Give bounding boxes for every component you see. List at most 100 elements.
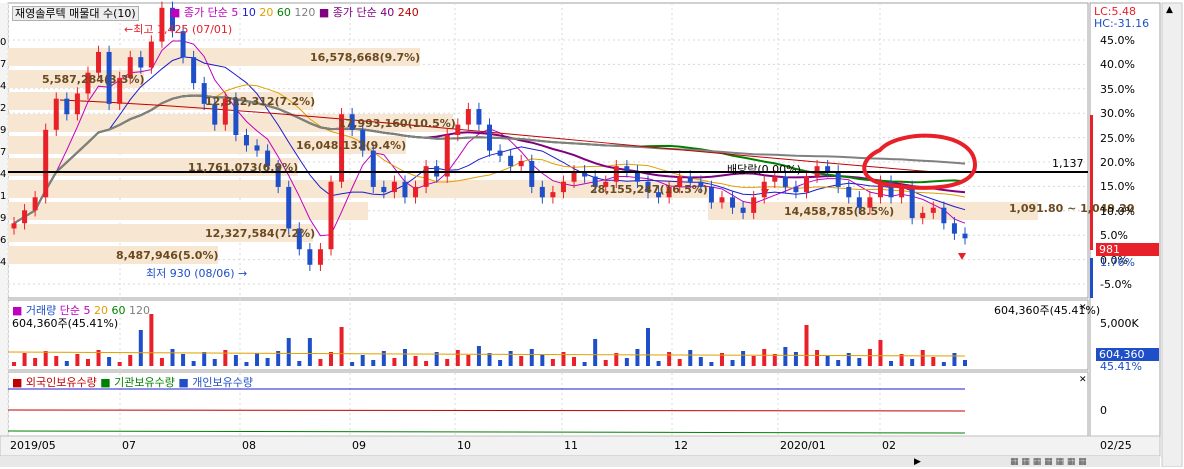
candle-body <box>793 186 799 193</box>
right-axis-tick: 45.0% <box>1100 34 1135 47</box>
volume-bar <box>561 352 566 366</box>
candle-body <box>677 176 683 187</box>
low-label: 최저 930 (08/06) → <box>146 267 248 280</box>
volume-bar <box>614 353 619 366</box>
volume-bar <box>941 362 946 366</box>
candle-body <box>191 57 197 84</box>
volume-bar <box>170 349 175 366</box>
scrollbar-area[interactable] <box>0 456 1160 467</box>
right-axis-tick: 5.0% <box>1100 229 1128 243</box>
volume-bar <box>138 330 143 366</box>
candle-body <box>666 186 672 198</box>
candle-body <box>296 228 302 250</box>
candle-body <box>582 171 588 177</box>
left-axis-tick: 9 <box>0 125 7 136</box>
volume-bar <box>688 350 693 366</box>
volume-profile-bar <box>8 246 218 264</box>
candle-body <box>941 207 947 224</box>
candle-body <box>782 176 788 187</box>
left-axis-tick: 9 <box>0 213 7 224</box>
volume-profile-label: 14,458,785(8.5%) <box>784 205 895 218</box>
left-axis-tick: 7 <box>0 59 7 70</box>
candle-body <box>254 145 260 151</box>
candle-body <box>74 93 80 115</box>
range-label: 1,091.80 ~ 1,049.20 <box>1009 202 1135 215</box>
volume-bar <box>793 352 798 366</box>
high-label: ←최고 1,425 (07/01) <box>124 23 233 36</box>
volume-bar <box>815 350 820 366</box>
zoom-controls[interactable]: ▦ ▦ ▦ ▦ ▦ ▦ ▦ <box>1010 457 1087 467</box>
candle-body <box>825 166 831 172</box>
volume-bar <box>931 357 936 366</box>
candle-body <box>317 249 323 265</box>
right-axis-tick: 0.0% <box>1100 253 1128 267</box>
high-arrow-icon: ← <box>124 23 134 36</box>
holdings-close-icon[interactable]: ✕ <box>1079 375 1087 385</box>
volume-bar <box>286 338 291 366</box>
holdings-panel <box>7 371 1089 437</box>
candle-body <box>32 197 38 211</box>
volume-bar <box>392 358 397 366</box>
ma-legend: ■ 종가 단순 5 10 20 60 120 ■ 종가 단순 40 240 <box>170 6 419 19</box>
volume-close-icon[interactable]: ✕ <box>1079 303 1087 313</box>
scroll-right-icon[interactable]: ▶ <box>914 457 921 467</box>
candle-body <box>888 181 894 198</box>
low-arrow-icon: → <box>234 267 248 280</box>
candle-body <box>698 181 704 187</box>
volume-bar <box>96 350 101 366</box>
candle-body <box>402 181 408 198</box>
volume-bar <box>202 352 207 366</box>
lc-label: LC:5.48 <box>1094 5 1137 18</box>
volume-bar <box>730 360 735 366</box>
candle-body <box>624 166 630 172</box>
candle-body <box>138 57 144 68</box>
volume-bar <box>276 351 281 366</box>
candle-body <box>455 124 461 136</box>
candle-body <box>265 150 271 167</box>
right-axis-tick: 40.0% <box>1100 58 1135 72</box>
volume-bar <box>667 352 672 366</box>
scroll-up-icon[interactable]: ▲ <box>1166 5 1173 15</box>
volume-bar <box>751 356 756 366</box>
candle-body <box>465 109 471 125</box>
left-axis-tick: 7 <box>0 147 7 158</box>
candle-body <box>592 176 598 187</box>
volume-current-badge: 604,360 <box>1096 348 1159 361</box>
candle-body <box>719 197 725 203</box>
moving-average-240 <box>59 99 936 173</box>
candle-body <box>201 83 207 104</box>
candle-body <box>603 181 609 187</box>
volume-bar <box>233 355 238 366</box>
candle-body <box>508 155 514 167</box>
right-axis-tick: 15.0% <box>1100 180 1135 194</box>
candle-body <box>740 207 746 213</box>
ref-caption: 배당락(0.00%) <box>727 163 801 176</box>
volume-bar <box>709 362 714 366</box>
left-axis-tick: 4 <box>0 257 7 268</box>
x-axis-strip <box>0 435 1161 457</box>
vertical-scrollbar[interactable] <box>1161 2 1183 467</box>
volume-bar <box>318 359 323 366</box>
volume-bar <box>339 327 344 366</box>
annotation-circle <box>862 133 978 190</box>
candle-body <box>444 135 450 177</box>
volume-bar <box>952 353 957 366</box>
volume-bar <box>899 354 904 366</box>
volume-bar <box>466 355 471 366</box>
volume-bar <box>149 314 154 366</box>
volume-bar <box>54 356 59 366</box>
volume-bar <box>582 362 587 366</box>
volume-bar <box>772 354 777 366</box>
volume-bar <box>85 359 90 366</box>
volume-bar <box>624 358 629 366</box>
candle-body <box>867 197 873 208</box>
volume-bar <box>297 361 302 366</box>
candle-body <box>339 114 345 182</box>
candle-body <box>772 176 778 182</box>
candle-body <box>920 212 926 219</box>
left-axis-tick: 4 <box>0 81 7 92</box>
volume-axis-max: 5,000K <box>1100 317 1139 330</box>
left-axis-strip <box>0 3 8 436</box>
candle-body <box>529 160 535 187</box>
